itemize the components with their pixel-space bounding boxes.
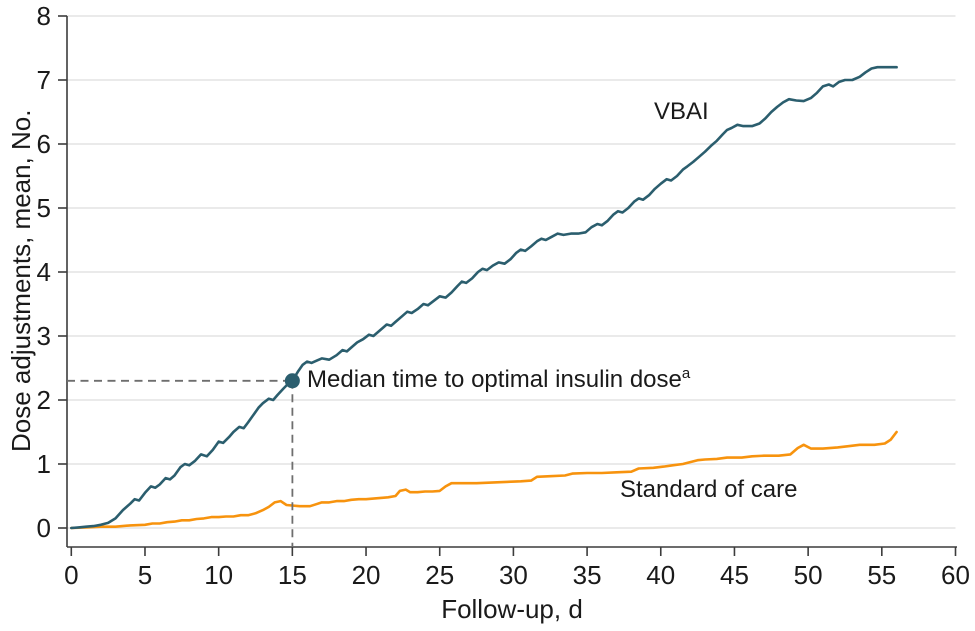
x-tick-label: 5 (138, 560, 152, 590)
x-tick-label: 55 (867, 560, 896, 590)
y-tick-label: 5 (37, 193, 51, 223)
axes (58, 15, 957, 556)
y-tick-label: 3 (37, 321, 51, 351)
y-tick-label: 8 (37, 1, 51, 31)
x-tick-label: 0 (64, 560, 78, 590)
series-line-standard-of-care (70, 430, 898, 530)
y-tick-label: 4 (37, 257, 51, 287)
x-tick-label: 50 (794, 560, 823, 590)
median-dashed-guides (67, 379, 294, 547)
median-time-annotation-superscript: a (681, 365, 691, 383)
y-tick-label: 1 (37, 449, 51, 479)
x-tick-label: 40 (646, 560, 675, 590)
median-time-annotation-text: Median time to optimal insulin dose (307, 366, 682, 394)
x-tick-label: 45 (720, 560, 749, 590)
y-tick-label: 0 (37, 513, 51, 543)
gridlines (67, 15, 956, 529)
x-axis-title: Follow-up, d (441, 594, 583, 624)
x-tick-label: 10 (204, 560, 233, 590)
x-tick-label: 25 (425, 560, 454, 590)
y-tick-label: 2 (37, 385, 51, 415)
x-tick-label: 30 (499, 560, 528, 590)
series-label-vbai: VBAI (654, 98, 709, 125)
x-tick-label: 35 (573, 560, 602, 590)
x-tick-label: 60 (941, 560, 970, 590)
median-time-annotation: Median time to optimal insulin dosea (307, 365, 691, 394)
median-point-marker (284, 373, 300, 389)
y-tick-label: 6 (37, 129, 51, 159)
series-line-vbai (70, 65, 898, 530)
y-tick-label: 7 (37, 65, 51, 95)
x-tick-label: 20 (352, 560, 381, 590)
y-axis-title: Dose adjustments, mean, No. (6, 109, 36, 453)
series-label-standard-of-care: Standard of care (620, 476, 798, 503)
x-tick-label: 15 (278, 560, 307, 590)
